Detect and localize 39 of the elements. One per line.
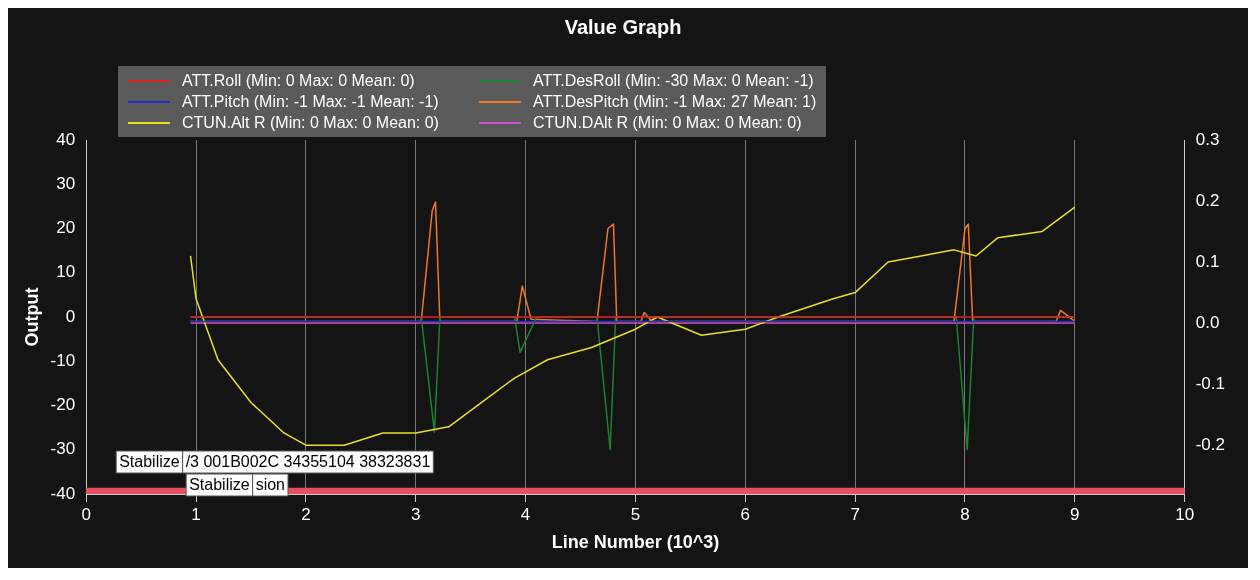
y-tick-label: 0 <box>65 306 76 326</box>
y-tick-label: -20 <box>50 395 76 415</box>
x-tick-label: 1 <box>191 504 201 524</box>
x-tick-label: 6 <box>740 504 751 524</box>
x-tick-label: 7 <box>850 504 860 524</box>
x-tick-label: 4 <box>520 504 531 524</box>
y2-tick-label: 0.3 <box>1195 129 1220 149</box>
legend-label: CTUN.DAlt R (Min: 0 Max: 0 Mean: 0) <box>532 113 802 133</box>
legend-label: CTUN.Alt R (Min: 0 Max: 0 Mean: 0) <box>182 113 439 133</box>
x-tick-label: 2 <box>301 504 311 524</box>
legend-label: ATT.Roll (Min: 0 Max: 0 Mean: 0) <box>182 71 415 91</box>
x-tick-label: 0 <box>81 504 91 524</box>
y-tick-label: -30 <box>50 439 76 459</box>
y-axis-title: Output <box>21 287 42 347</box>
y-tick-label: -40 <box>50 483 76 503</box>
y-tick-label: 10 <box>56 262 76 282</box>
annotation: /3 001B002C 34355104 38323831 <box>185 453 431 471</box>
y2-tick-label: -0.1 <box>1195 373 1225 393</box>
y-tick-label: 30 <box>56 173 76 193</box>
annotation: Stabilize <box>119 453 180 471</box>
y-tick-label: 20 <box>56 218 76 238</box>
chart-title: Value Graph <box>564 15 682 38</box>
legend-label: ATT.DesPitch (Min: -1 Max: 27 Mean: 1) <box>532 92 817 112</box>
annotation: sion <box>255 476 286 494</box>
x-tick-label: 8 <box>960 504 970 524</box>
y2-tick-label: 0.0 <box>1195 312 1220 332</box>
x-tick-label: 5 <box>630 504 641 524</box>
y2-tick-label: 0.2 <box>1195 190 1220 210</box>
y-tick-label: -10 <box>50 350 76 370</box>
annotation: Stabilize <box>189 476 250 494</box>
y2-tick-label: -0.2 <box>1195 434 1225 454</box>
x-tick-label: 9 <box>1070 504 1080 524</box>
x-tick-label: 10 <box>1175 504 1195 524</box>
y2-tick-label: 0.1 <box>1195 251 1220 271</box>
legend-label: ATT.DesRoll (Min: -30 Max: 0 Mean: -1) <box>532 71 814 91</box>
x-axis-title: Line Number (10^3) <box>551 532 720 553</box>
y-tick-label: 40 <box>56 129 76 149</box>
legend-label: ATT.Pitch (Min: -1 Max: -1 Mean: -1) <box>182 92 439 112</box>
x-tick-label: 3 <box>411 504 421 524</box>
